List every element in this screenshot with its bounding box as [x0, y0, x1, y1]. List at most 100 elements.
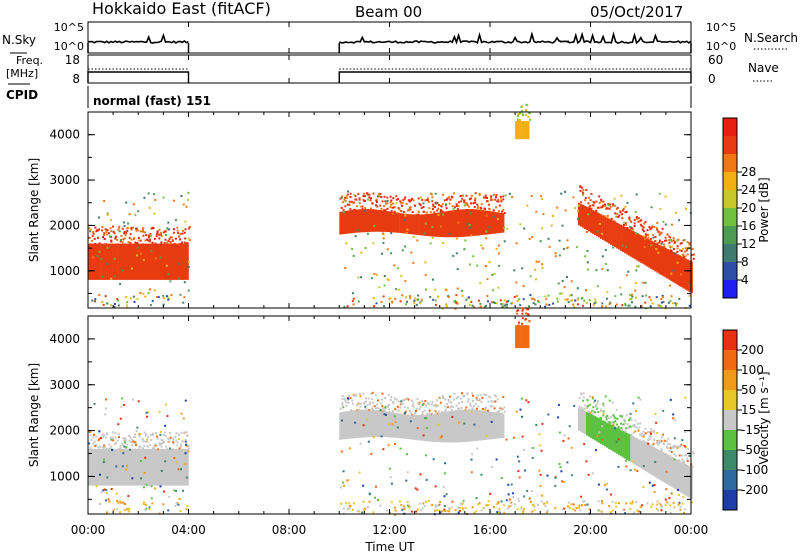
power-scatter-point: [498, 264, 501, 267]
velocity-scatter-point: [159, 433, 162, 436]
velocity-scatter-point: [665, 488, 668, 491]
power-scatter-point: [683, 239, 686, 241]
echo-speckle: [371, 407, 374, 410]
velocity-scatter-point: [375, 485, 377, 488]
echo-speckle: [402, 199, 405, 202]
echo-speckle: [123, 232, 126, 235]
echo-speckle: [478, 398, 481, 401]
echo-speckle: [692, 257, 695, 260]
nave-tick-low: 0: [708, 72, 716, 86]
velocity-scatter-point: [103, 488, 106, 491]
echo-speckle: [147, 445, 149, 448]
power-scatter-point: [570, 280, 573, 283]
echo-speckle: [358, 202, 361, 205]
power-scatter-point: [431, 278, 434, 281]
velocity-ground-scatter: [367, 506, 369, 509]
power-echo-band: [88, 243, 91, 280]
power-ground-scatter: [157, 296, 160, 299]
power-ground-scatter: [548, 303, 551, 306]
power-echo-band: [604, 216, 607, 242]
echo-speckle: [621, 429, 623, 432]
echo-speckle: [476, 203, 479, 206]
echo-speckle: [644, 427, 647, 430]
echo-speckle: [455, 404, 458, 407]
velocity-scatter-point: [394, 443, 396, 445]
echo-speckle: [598, 195, 601, 198]
power-echo-band: [140, 243, 143, 280]
power-scatter-point: [485, 230, 488, 233]
power-scatter-point: [187, 289, 190, 292]
power-scatter-point: [572, 303, 575, 306]
echo-speckle: [466, 203, 469, 206]
velocity-ground-scatter: [454, 509, 457, 512]
power-echo-band: [437, 212, 440, 237]
power-scatter-point: [650, 298, 652, 301]
echo-speckle: [421, 410, 424, 413]
velocity-echo-band: [341, 411, 344, 440]
power-scatter-point: [147, 192, 150, 195]
echo-speckle: [649, 228, 652, 231]
velocity-ground-scatter: [477, 503, 480, 506]
power-scatter-point: [162, 196, 165, 199]
echo-speckle: [529, 118, 532, 121]
velocity-echo-band: [515, 325, 518, 349]
velocity-ground-scatter: [462, 502, 465, 505]
power-scatter-point: [404, 214, 407, 217]
velocity-ground-scatter: [578, 506, 580, 509]
echo-speckle: [461, 400, 463, 403]
echo-speckle: [681, 254, 684, 257]
echo-speckle: [434, 206, 436, 208]
power-scatter-point: [119, 282, 122, 285]
power-scatter-point: [436, 202, 439, 204]
velocity-echo-band: [475, 409, 479, 441]
power-echo-band: [644, 237, 647, 266]
power-ground-scatter: [132, 295, 135, 298]
echo-speckle: [146, 238, 149, 241]
echo-speckle: [653, 438, 655, 441]
power-echo-band: [419, 214, 422, 236]
velocity-echo-band: [180, 448, 183, 486]
echo-speckle: [402, 399, 405, 402]
power-ground-scatter: [419, 302, 422, 305]
echo-speckle: [171, 236, 174, 239]
velocity-scatter-point: [508, 498, 511, 501]
velocity-scatter-point: [523, 495, 526, 498]
velocity-echo-band: [482, 410, 485, 441]
power-ground-scatter: [414, 297, 417, 300]
power-ground-scatter: [544, 295, 547, 298]
freq-trace: [87, 68, 692, 83]
echo-speckle: [420, 414, 423, 417]
echo-speckle: [139, 445, 142, 448]
power-scatter-point: [404, 245, 406, 248]
colorbar-tick-label: 15: [741, 403, 756, 417]
echo-speckle: [141, 438, 144, 441]
power-ground-scatter: [434, 299, 437, 302]
power-scatter-point: [466, 222, 469, 225]
echo-speckle: [419, 204, 422, 207]
echo-speckle: [142, 447, 145, 450]
velocity-echo-band: [427, 414, 430, 442]
echo-speckle: [643, 433, 646, 436]
velocity-echo-band: [579, 408, 583, 432]
echo-speckle: [497, 200, 500, 203]
velocity-scatter-point: [146, 415, 148, 418]
echo-speckle: [453, 392, 456, 395]
echo-speckle: [155, 432, 157, 434]
echo-speckle: [431, 196, 434, 199]
echo-speckle: [666, 440, 668, 443]
velocity-ground-scatter: [673, 506, 676, 509]
echo-speckle: [421, 198, 424, 201]
power-echo-band: [588, 208, 591, 232]
velocity-scatter-point: [154, 487, 157, 490]
power-scatter-point: [604, 248, 607, 251]
echo-speckle: [642, 440, 645, 443]
echo-speckle: [633, 218, 636, 221]
power-scatter-point: [180, 195, 183, 197]
velocity-ground-scatter: [473, 511, 476, 514]
velocity-scatter-point: [107, 458, 110, 461]
velocity-scatter-point: [167, 509, 170, 512]
echo-speckle: [178, 447, 181, 450]
echo-speckle: [596, 407, 599, 410]
echo-speckle: [612, 203, 615, 206]
velocity-scatter-point: [105, 398, 107, 401]
